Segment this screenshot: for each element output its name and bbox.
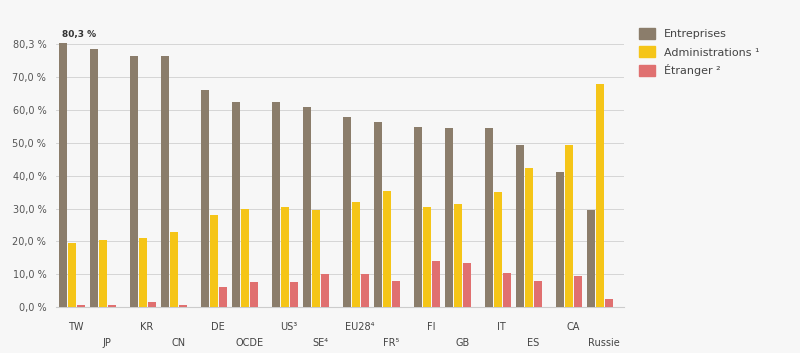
- Bar: [503, 273, 510, 307]
- Text: ES: ES: [527, 338, 539, 348]
- Bar: [423, 207, 431, 307]
- Text: EU28⁴: EU28⁴: [345, 322, 374, 332]
- Bar: [392, 281, 400, 307]
- Bar: [170, 232, 178, 307]
- Bar: [77, 305, 85, 307]
- Bar: [534, 281, 542, 307]
- Bar: [108, 305, 116, 307]
- Bar: [99, 240, 107, 307]
- Bar: [290, 282, 298, 307]
- Bar: [574, 276, 582, 307]
- Bar: [210, 215, 218, 307]
- Bar: [281, 207, 289, 307]
- Text: DE: DE: [211, 322, 225, 332]
- Bar: [565, 145, 573, 307]
- Text: CA: CA: [566, 322, 579, 332]
- Bar: [219, 287, 226, 307]
- Bar: [179, 305, 187, 307]
- Bar: [59, 43, 67, 307]
- Bar: [383, 191, 391, 307]
- Bar: [303, 107, 311, 307]
- Bar: [526, 168, 533, 307]
- Bar: [352, 202, 360, 307]
- Text: JP: JP: [102, 338, 111, 348]
- Text: GB: GB: [455, 338, 470, 348]
- Bar: [606, 299, 613, 307]
- Legend: Entreprises, Administrations ¹, Étranger ²: Entreprises, Administrations ¹, Étranger…: [635, 25, 763, 79]
- Text: US³: US³: [280, 322, 298, 332]
- Bar: [250, 282, 258, 307]
- Text: TW: TW: [68, 322, 84, 332]
- Bar: [361, 274, 369, 307]
- Bar: [596, 84, 604, 307]
- Bar: [90, 49, 98, 307]
- Bar: [494, 192, 502, 307]
- Bar: [312, 210, 320, 307]
- Bar: [130, 56, 138, 307]
- Bar: [446, 128, 454, 307]
- Text: Russie: Russie: [588, 338, 620, 348]
- Bar: [148, 302, 156, 307]
- Bar: [374, 121, 382, 307]
- Bar: [454, 204, 462, 307]
- Bar: [414, 126, 422, 307]
- Bar: [242, 209, 249, 307]
- Bar: [343, 116, 351, 307]
- Text: FR⁵: FR⁵: [383, 338, 399, 348]
- Text: FI: FI: [426, 322, 435, 332]
- Bar: [272, 102, 280, 307]
- Text: OCDE: OCDE: [235, 338, 263, 348]
- Bar: [517, 145, 524, 307]
- Text: IT: IT: [498, 322, 506, 332]
- Bar: [201, 90, 209, 307]
- Bar: [322, 274, 329, 307]
- Text: KR: KR: [140, 322, 154, 332]
- Bar: [68, 243, 76, 307]
- Bar: [587, 210, 595, 307]
- Bar: [233, 102, 240, 307]
- Bar: [485, 128, 493, 307]
- Bar: [432, 261, 440, 307]
- Bar: [556, 173, 564, 307]
- Bar: [463, 263, 471, 307]
- Bar: [139, 238, 147, 307]
- Text: SE⁴: SE⁴: [312, 338, 328, 348]
- Text: CN: CN: [171, 338, 185, 348]
- Text: 80,3 %: 80,3 %: [62, 30, 96, 40]
- Bar: [162, 56, 170, 307]
